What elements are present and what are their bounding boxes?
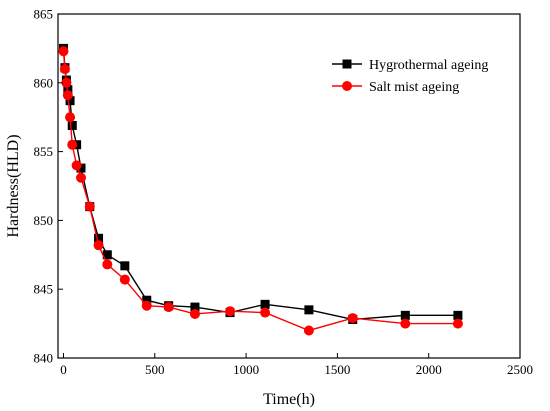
legend-marker-salt-mist xyxy=(342,81,352,91)
y-tick-label: 855 xyxy=(34,144,54,159)
data-point xyxy=(260,299,270,309)
data-point xyxy=(119,274,130,285)
y-tick-label: 850 xyxy=(34,213,54,228)
legend: Hygrothermal ageing Salt mist ageing xyxy=(332,58,488,95)
data-point xyxy=(347,313,358,324)
x-tick-label: 1500 xyxy=(324,362,350,377)
data-point xyxy=(102,250,112,260)
data-point xyxy=(67,139,78,150)
data-point xyxy=(120,261,130,271)
x-tick-label: 500 xyxy=(145,362,165,377)
data-point xyxy=(189,308,200,319)
legend-label-hygrothermal: Hygrothermal ageing xyxy=(369,58,488,73)
data-point xyxy=(76,163,86,173)
data-point xyxy=(76,172,87,183)
x-axis-label: Time(h) xyxy=(263,391,315,408)
data-point xyxy=(71,160,82,171)
data-point xyxy=(400,318,411,329)
x-tick-label: 1000 xyxy=(233,362,259,377)
ticks-layer: 0 500 1000 1500 2000 2500 840 845 850 855 860 865 xyxy=(34,7,534,378)
x-tick-label: 2000 xyxy=(416,362,442,377)
y-axis-label: Hardness(HLD) xyxy=(5,134,22,237)
data-point xyxy=(303,325,314,336)
data-point xyxy=(400,310,410,320)
data-point xyxy=(163,302,174,313)
y-tick-label: 845 xyxy=(34,282,54,297)
y-tick-label: 840 xyxy=(34,351,54,366)
data-point xyxy=(61,77,72,88)
data-point xyxy=(67,120,77,130)
data-point xyxy=(141,300,152,311)
data-point xyxy=(102,259,113,270)
data-point xyxy=(58,46,69,57)
legend-marker-hygrothermal xyxy=(342,59,352,69)
data-point xyxy=(453,310,463,320)
data-point xyxy=(142,295,152,305)
data-point xyxy=(304,305,314,315)
x-tick-label: 0 xyxy=(60,362,67,377)
data-point xyxy=(62,90,73,101)
legend-label-salt-mist: Salt mist ageing xyxy=(369,80,459,95)
data-point xyxy=(84,201,95,212)
series-1 xyxy=(58,46,463,336)
legend-marker xyxy=(342,81,352,91)
data-point xyxy=(59,64,70,75)
data-point xyxy=(452,318,463,329)
y-tick-label: 865 xyxy=(34,7,54,22)
data-point xyxy=(94,233,104,243)
plot-frame xyxy=(57,13,521,359)
y-tick-label: 860 xyxy=(34,75,54,90)
data-point xyxy=(65,96,75,106)
data-point xyxy=(190,302,200,312)
data-point xyxy=(65,112,76,123)
series-layer xyxy=(58,43,463,336)
data-point xyxy=(260,307,271,318)
legend-marker xyxy=(342,59,352,69)
data-point xyxy=(225,306,236,317)
data-point xyxy=(93,240,104,251)
x-tick-label: 2500 xyxy=(507,362,533,377)
